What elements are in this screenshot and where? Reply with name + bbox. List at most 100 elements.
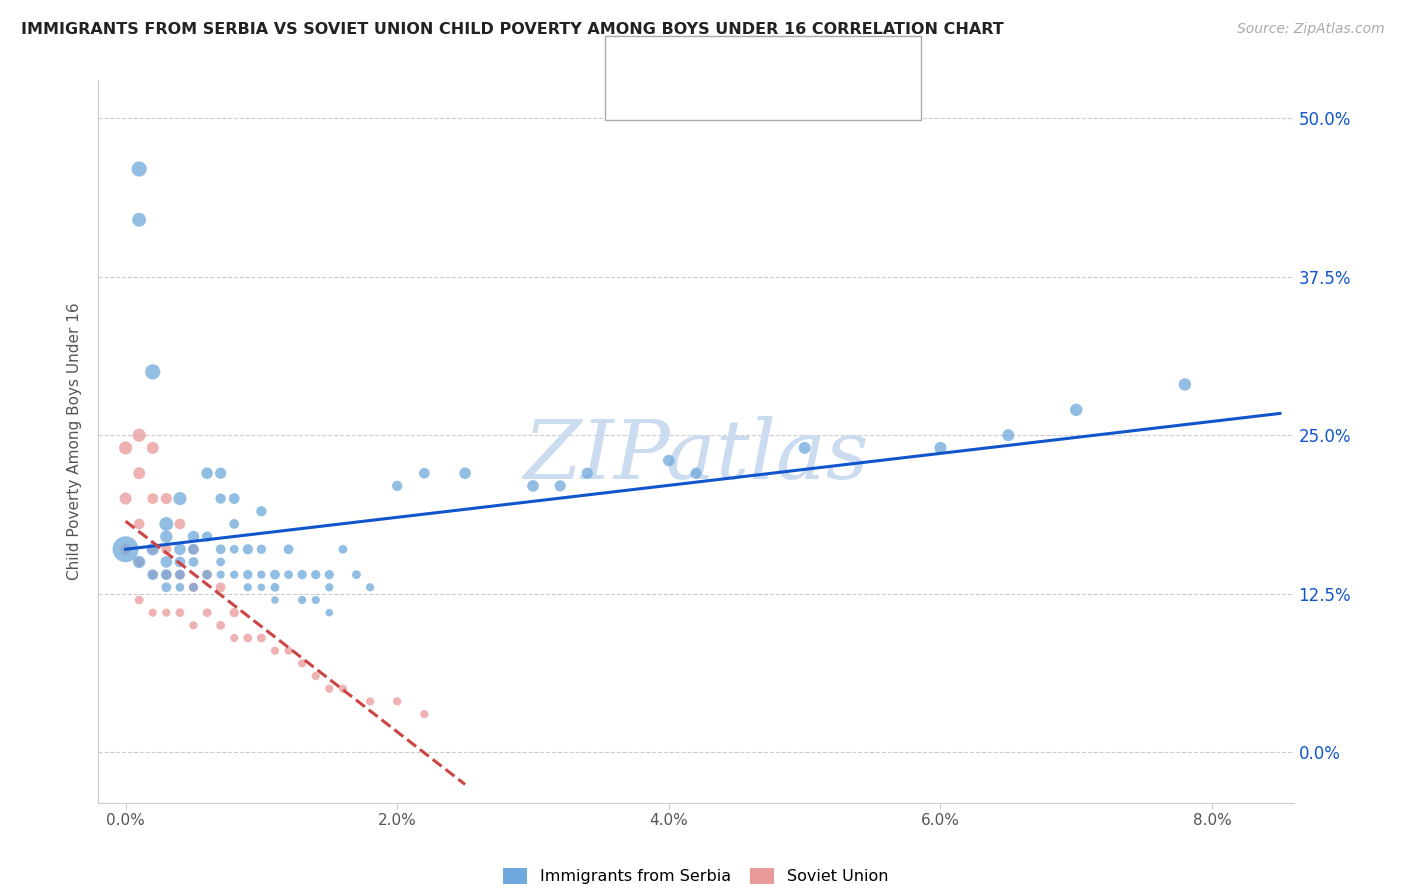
Point (224, 516, 246, 531)
Point (264, 567, 287, 582)
Point (318, 580, 340, 594)
Point (142, 491, 165, 506)
Point (929, 441, 952, 455)
Point (387, 479, 409, 493)
Legend: Immigrants from Serbia, Soviet Union: Immigrants from Serbia, Soviet Union (496, 862, 896, 891)
Point (318, 606, 340, 620)
Point (346, 567, 368, 582)
Text: 40: 40 (801, 91, 824, 106)
Point (250, 567, 273, 582)
Point (169, 567, 191, 582)
Text: N =: N = (756, 91, 793, 106)
Point (1064, 402, 1087, 417)
Point (128, 428, 150, 442)
Point (454, 467, 477, 481)
Point (195, 530, 218, 544)
Point (1174, 377, 1197, 392)
Point (236, 542, 259, 557)
Point (142, 542, 165, 557)
Point (128, 161, 150, 176)
Point (793, 441, 815, 455)
Text: -0.165: -0.165 (689, 91, 747, 106)
Point (195, 567, 218, 582)
Point (209, 467, 232, 481)
Point (318, 567, 340, 582)
Point (114, 542, 136, 557)
Point (183, 580, 205, 594)
Point (413, 707, 436, 722)
Point (305, 593, 328, 607)
Point (169, 491, 191, 506)
Point (128, 555, 150, 569)
Point (250, 504, 273, 518)
Point (169, 606, 191, 620)
Point (155, 555, 177, 569)
Point (209, 567, 232, 582)
Point (224, 606, 246, 620)
Point (183, 530, 205, 544)
Point (359, 694, 381, 708)
Point (224, 631, 246, 645)
Point (264, 593, 287, 607)
Point (332, 542, 354, 557)
Text: R =: R = (650, 48, 685, 63)
Point (236, 580, 259, 594)
Point (522, 479, 544, 493)
Y-axis label: Child Poverty Among Boys Under 16: Child Poverty Among Boys Under 16 (67, 302, 83, 581)
Point (155, 606, 177, 620)
Point (142, 441, 165, 455)
Point (264, 643, 287, 657)
Point (250, 580, 273, 594)
Point (277, 567, 299, 582)
Point (209, 542, 232, 557)
Point (291, 593, 314, 607)
Point (169, 542, 191, 557)
Point (155, 567, 177, 582)
Point (169, 516, 191, 531)
Point (685, 467, 707, 481)
Point (183, 580, 205, 594)
Point (142, 567, 165, 582)
Point (183, 555, 205, 569)
Text: IMMIGRANTS FROM SERBIA VS SOVIET UNION CHILD POVERTY AMONG BOYS UNDER 16 CORRELA: IMMIGRANTS FROM SERBIA VS SOVIET UNION C… (21, 22, 1004, 37)
Point (128, 467, 150, 481)
Point (128, 212, 150, 227)
Point (277, 643, 299, 657)
Point (236, 631, 259, 645)
Point (195, 467, 218, 481)
Point (169, 580, 191, 594)
Point (142, 567, 165, 582)
Point (413, 467, 436, 481)
Point (128, 516, 150, 531)
Point (250, 631, 273, 645)
Text: Source: ZipAtlas.com: Source: ZipAtlas.com (1237, 22, 1385, 37)
Point (548, 479, 571, 493)
Point (658, 453, 681, 467)
Point (576, 467, 599, 481)
Point (142, 365, 165, 379)
Point (277, 542, 299, 557)
Point (195, 606, 218, 620)
Point (183, 618, 205, 632)
Point (114, 441, 136, 455)
Point (114, 542, 136, 557)
Point (169, 567, 191, 582)
Point (155, 516, 177, 531)
Text: N =: N = (756, 48, 793, 63)
Point (114, 491, 136, 506)
Point (169, 555, 191, 569)
Point (264, 580, 287, 594)
Point (224, 567, 246, 582)
Point (155, 580, 177, 594)
Point (318, 681, 340, 696)
Point (183, 542, 205, 557)
Point (359, 580, 381, 594)
Text: R =: R = (650, 91, 685, 106)
Point (128, 593, 150, 607)
Point (291, 657, 314, 671)
Point (387, 694, 409, 708)
Point (209, 618, 232, 632)
Point (209, 580, 232, 594)
Point (155, 567, 177, 582)
Point (332, 681, 354, 696)
